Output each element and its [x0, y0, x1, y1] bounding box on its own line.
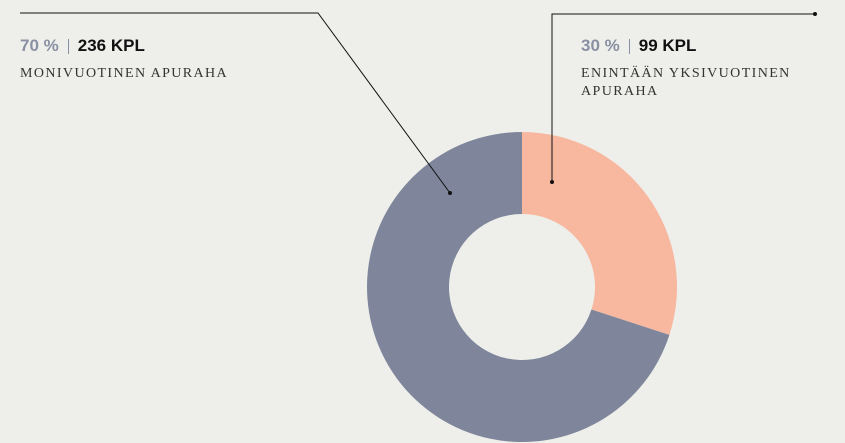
leader-line: [20, 12, 451, 194]
label-group: 30 % 99 KPL ENINTÄÄN YKSIVUOTINEN APURAH…: [581, 36, 843, 101]
category-label: ENINTÄÄN YKSIVUOTINEN APURAHA: [581, 66, 791, 99]
count-label: 99 KPL: [638, 36, 697, 55]
label-head: 70 % 236 KPL: [20, 36, 228, 56]
donut: [367, 132, 677, 442]
leader-dot: [813, 12, 817, 16]
value-label: 30 %: [581, 36, 620, 55]
count-label: 236 KPL: [77, 36, 145, 55]
leader-dot: [448, 191, 452, 195]
leader-dot: [550, 180, 554, 184]
leader-line: [551, 13, 815, 182]
separator: [628, 38, 630, 54]
label-head: 30 % 99 KPL: [581, 36, 843, 56]
donut-segment: [522, 132, 677, 335]
separator: [67, 38, 69, 54]
label-group: 70 % 236 KPL MONIVUOTINEN APURAHA: [20, 36, 228, 83]
value-label: 70 %: [20, 36, 59, 55]
donut-segment: [367, 132, 670, 442]
category-label: MONIVUOTINEN APURAHA: [20, 66, 229, 81]
